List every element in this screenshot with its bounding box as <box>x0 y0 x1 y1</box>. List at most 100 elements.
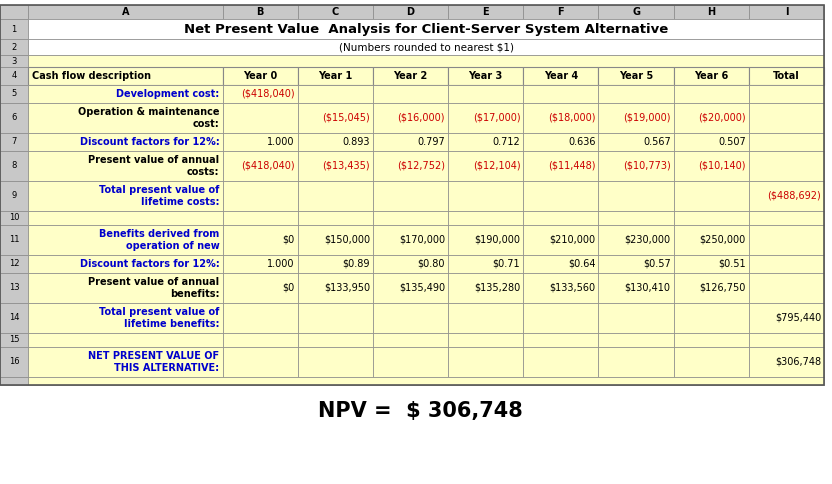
Text: 16: 16 <box>8 358 19 366</box>
Text: ($488,692): ($488,692) <box>767 191 821 201</box>
Text: $250,000: $250,000 <box>700 235 745 245</box>
Text: 1.000: 1.000 <box>267 137 295 147</box>
Text: Benefits derived from
operation of new: Benefits derived from operation of new <box>99 229 220 251</box>
Bar <box>223 67 298 85</box>
Bar <box>523 133 598 151</box>
Text: H: H <box>707 7 716 17</box>
Bar <box>223 211 298 225</box>
Bar <box>674 303 749 333</box>
Bar <box>674 273 749 303</box>
Bar <box>674 133 749 151</box>
Text: 3: 3 <box>12 57 17 65</box>
Text: 0.797: 0.797 <box>418 137 445 147</box>
Bar <box>0 273 28 303</box>
Bar <box>523 303 598 333</box>
Bar <box>749 151 824 181</box>
Text: Present value of annual
benefits:: Present value of annual benefits: <box>88 277 220 299</box>
Text: 13: 13 <box>8 284 19 292</box>
Bar <box>448 133 523 151</box>
Text: $0.89: $0.89 <box>343 259 370 269</box>
Text: $795,440: $795,440 <box>775 313 821 323</box>
Bar <box>523 333 598 347</box>
Bar <box>674 347 749 377</box>
Bar <box>598 211 674 225</box>
Text: 8: 8 <box>12 162 17 170</box>
Bar <box>674 255 749 273</box>
Bar <box>749 5 824 19</box>
Bar <box>598 303 674 333</box>
Bar <box>0 55 28 67</box>
Bar <box>448 67 523 85</box>
Text: $135,490: $135,490 <box>399 283 445 293</box>
Bar <box>0 333 28 347</box>
Bar <box>749 103 824 133</box>
Text: $230,000: $230,000 <box>625 235 671 245</box>
Bar <box>373 273 448 303</box>
Text: $190,000: $190,000 <box>474 235 520 245</box>
Bar <box>223 151 298 181</box>
Bar <box>448 255 523 273</box>
Bar <box>223 273 298 303</box>
Text: $0.64: $0.64 <box>568 259 596 269</box>
Bar <box>0 133 28 151</box>
Text: ($13,435): ($13,435) <box>322 161 370 171</box>
Bar <box>0 181 28 211</box>
Bar <box>28 85 223 103</box>
Bar <box>373 347 448 377</box>
Bar <box>749 211 824 225</box>
Bar <box>598 181 674 211</box>
Bar <box>0 5 28 19</box>
Text: $133,950: $133,950 <box>324 283 370 293</box>
Bar <box>223 103 298 133</box>
Text: $0.71: $0.71 <box>493 259 520 269</box>
Bar <box>223 255 298 273</box>
Bar <box>223 85 298 103</box>
Text: 6: 6 <box>12 114 17 122</box>
Text: 11: 11 <box>9 236 19 244</box>
Text: $0.51: $0.51 <box>718 259 745 269</box>
Bar <box>298 303 373 333</box>
Bar <box>448 303 523 333</box>
Text: 1: 1 <box>12 25 17 33</box>
Text: ($418,040): ($418,040) <box>241 161 295 171</box>
Bar <box>448 333 523 347</box>
Text: ($20,000): ($20,000) <box>698 113 745 123</box>
Bar <box>373 255 448 273</box>
Bar <box>373 225 448 255</box>
Text: $150,000: $150,000 <box>324 235 370 245</box>
Bar <box>298 333 373 347</box>
Bar <box>0 303 28 333</box>
Text: ($10,140): ($10,140) <box>698 161 745 171</box>
Text: Year 1: Year 1 <box>318 71 353 81</box>
Bar <box>298 181 373 211</box>
Bar <box>523 103 598 133</box>
Text: Year 6: Year 6 <box>694 71 728 81</box>
Bar <box>28 151 223 181</box>
Text: $126,750: $126,750 <box>700 283 745 293</box>
Text: (Numbers rounded to nearest $1): (Numbers rounded to nearest $1) <box>339 42 513 52</box>
Bar <box>749 225 824 255</box>
Text: ($11,448): ($11,448) <box>548 161 596 171</box>
Bar <box>749 347 824 377</box>
Bar <box>223 347 298 377</box>
Bar <box>223 225 298 255</box>
Text: ($418,040): ($418,040) <box>241 89 295 99</box>
Text: 0.507: 0.507 <box>718 137 745 147</box>
Bar <box>523 347 598 377</box>
Text: ($12,752): ($12,752) <box>397 161 445 171</box>
Bar <box>598 67 674 85</box>
Bar <box>749 255 824 273</box>
Bar <box>0 103 28 133</box>
Bar <box>298 273 373 303</box>
Bar <box>523 67 598 85</box>
Bar <box>448 151 523 181</box>
Bar <box>28 333 223 347</box>
Bar <box>0 377 28 385</box>
Bar <box>598 133 674 151</box>
Bar <box>448 181 523 211</box>
Text: 2: 2 <box>12 43 17 51</box>
Bar <box>0 151 28 181</box>
Text: $0.80: $0.80 <box>418 259 445 269</box>
Text: ($12,104): ($12,104) <box>473 161 520 171</box>
Text: B: B <box>256 7 264 17</box>
